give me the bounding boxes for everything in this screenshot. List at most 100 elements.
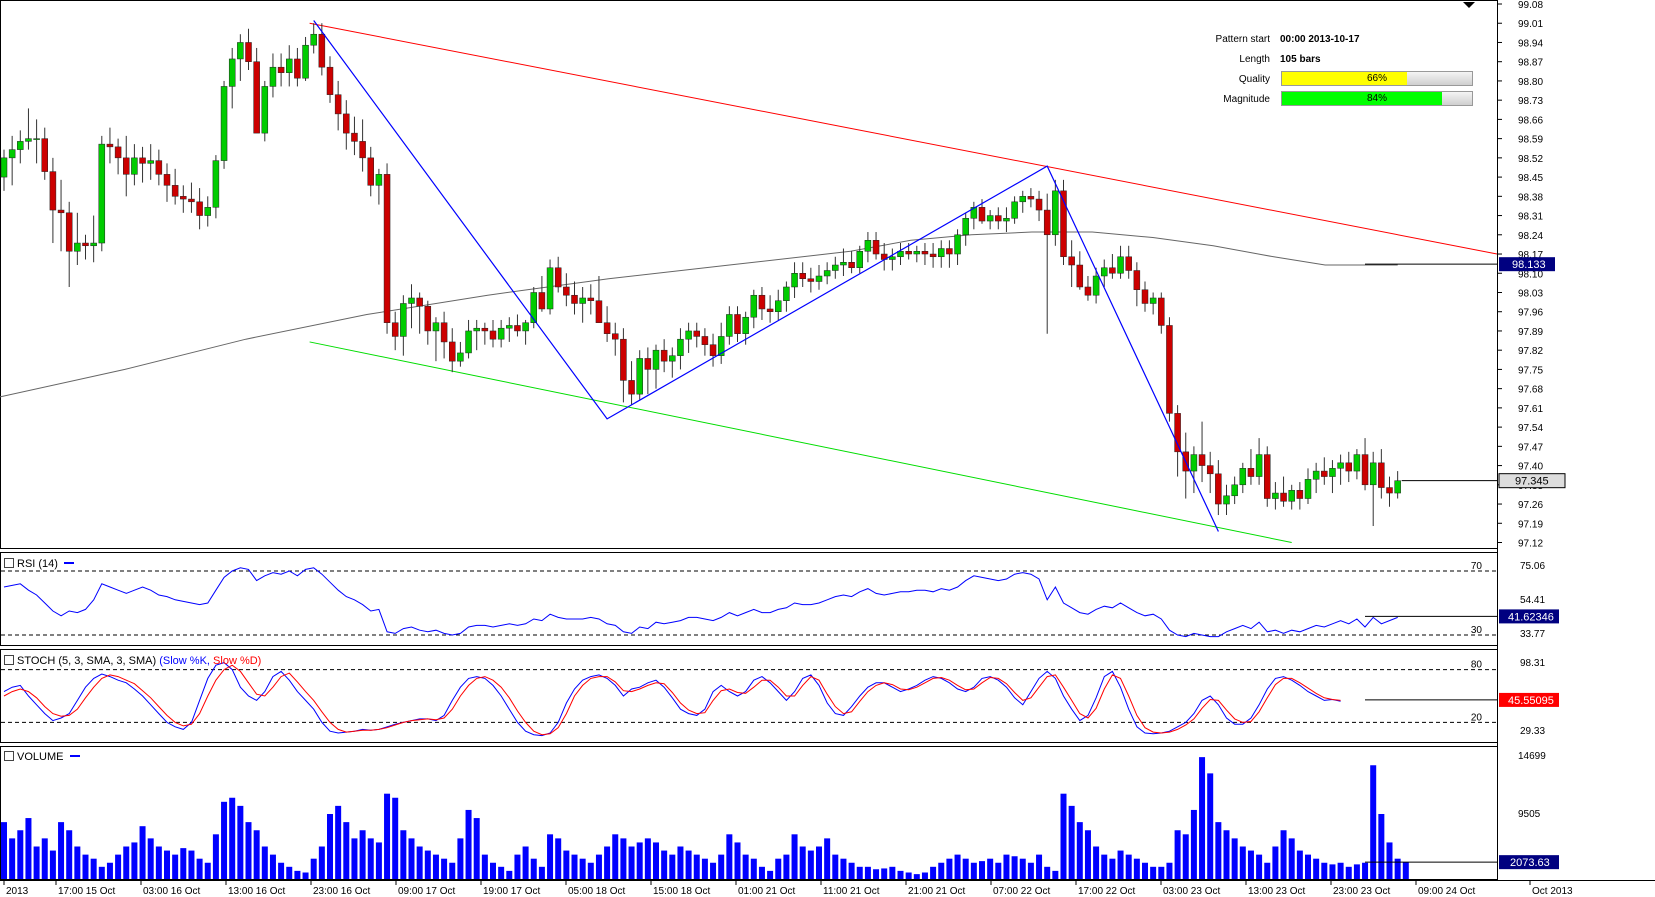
candle — [701, 328, 709, 356]
candle-body — [147, 160, 154, 164]
candle — [864, 232, 872, 263]
time-tick-label: 17:00 22 Oct — [1078, 886, 1135, 897]
candle — [1239, 462, 1247, 494]
volume-bar — [1003, 854, 1010, 879]
candle — [212, 155, 220, 219]
candle — [245, 28, 252, 70]
candle — [1280, 476, 1287, 507]
candle — [1255, 438, 1263, 485]
price-tick-label: 99.01 — [1518, 19, 1543, 30]
stoch-title-text: STOCH (5, 3, SMA, 3, SMA) — [17, 655, 157, 667]
volume-tick-label: 9505 — [1518, 809, 1541, 820]
candle — [1296, 482, 1304, 510]
zigzag-polyline — [313, 20, 1219, 532]
candle-body — [1141, 289, 1149, 304]
volume-bar — [905, 872, 912, 879]
candle-body — [1345, 462, 1352, 472]
volume-bar — [98, 866, 105, 879]
price-tick-label: 97.68 — [1518, 385, 1543, 396]
candle — [840, 248, 847, 276]
time-tick-label: 23:00 23 Oct — [1333, 886, 1390, 897]
volume-bar — [441, 858, 448, 879]
candle — [449, 328, 456, 373]
candle-body — [41, 138, 48, 172]
candle — [832, 256, 839, 279]
candle — [310, 23, 317, 54]
volume-bar — [921, 872, 928, 879]
volume-bar — [115, 854, 122, 879]
volume-bar — [1142, 862, 1148, 879]
candle — [343, 100, 350, 150]
candle-body — [416, 297, 423, 307]
candle — [1337, 454, 1344, 485]
volume-bar — [269, 854, 276, 879]
candle — [473, 319, 480, 351]
support-line — [309, 341, 1292, 543]
candle-body — [742, 316, 749, 334]
volume-bar — [791, 834, 798, 879]
candle — [220, 80, 228, 169]
candle-body — [367, 157, 374, 186]
candle — [1361, 438, 1369, 491]
volume-bar — [538, 866, 545, 879]
close-box-icon[interactable] — [4, 751, 14, 761]
candle — [416, 292, 423, 334]
price-marker-label: 97.345 — [1515, 476, 1549, 488]
candle — [962, 212, 969, 246]
volume-bar — [1296, 850, 1303, 879]
candle — [1378, 449, 1385, 499]
candle-body — [391, 322, 399, 337]
stoch-series-line — [3, 664, 1341, 736]
candle — [1264, 446, 1271, 507]
volume-bar — [612, 834, 619, 879]
candle-body — [620, 338, 627, 381]
volume-bar — [1288, 838, 1295, 879]
rsi-title-text: RSI (14) — [17, 558, 58, 570]
candle-body — [228, 58, 236, 87]
candle-body — [57, 209, 65, 214]
candle — [106, 127, 114, 164]
candle-body — [693, 330, 700, 337]
candle-body — [261, 86, 269, 134]
volume-bar — [400, 830, 407, 879]
volume-bar — [1353, 864, 1360, 879]
candle — [1190, 446, 1198, 494]
candle-body — [1133, 270, 1141, 290]
volume-bar — [718, 854, 725, 879]
candle — [1312, 462, 1320, 494]
candle — [783, 281, 790, 312]
volume-bar — [327, 814, 333, 879]
candle-body — [1109, 267, 1116, 274]
volume-bar — [1125, 854, 1132, 879]
candle-body — [1288, 490, 1295, 502]
volume-bar — [1084, 830, 1091, 879]
volume-bar — [547, 834, 554, 879]
volume-bar — [832, 854, 839, 879]
candle-body — [1206, 465, 1214, 475]
candle-body — [506, 325, 513, 329]
volume-bar — [995, 862, 1002, 879]
volume-bar — [873, 869, 880, 879]
candle — [677, 328, 684, 370]
candle-body — [603, 322, 611, 334]
close-box-icon[interactable] — [4, 558, 14, 568]
volume-bar — [1223, 830, 1230, 879]
candle — [163, 163, 171, 202]
candle-body — [1158, 297, 1165, 326]
candle — [17, 130, 24, 164]
candle-body — [204, 207, 211, 216]
time-tick-label: 17:00 15 Oct — [58, 886, 115, 897]
volume-bar — [465, 809, 472, 879]
candle-body — [766, 308, 774, 312]
volume-bar — [90, 858, 97, 879]
candle — [302, 36, 309, 81]
volume-bar — [1247, 850, 1254, 879]
price-panel-frame — [0, 0, 1498, 549]
volume-bar — [1345, 866, 1352, 879]
candle-body — [1369, 462, 1377, 486]
close-box-icon[interactable] — [4, 655, 14, 665]
candle-body — [1198, 454, 1206, 466]
volume-bar — [1190, 809, 1197, 879]
menu-arrow-icon[interactable] — [1463, 2, 1475, 8]
